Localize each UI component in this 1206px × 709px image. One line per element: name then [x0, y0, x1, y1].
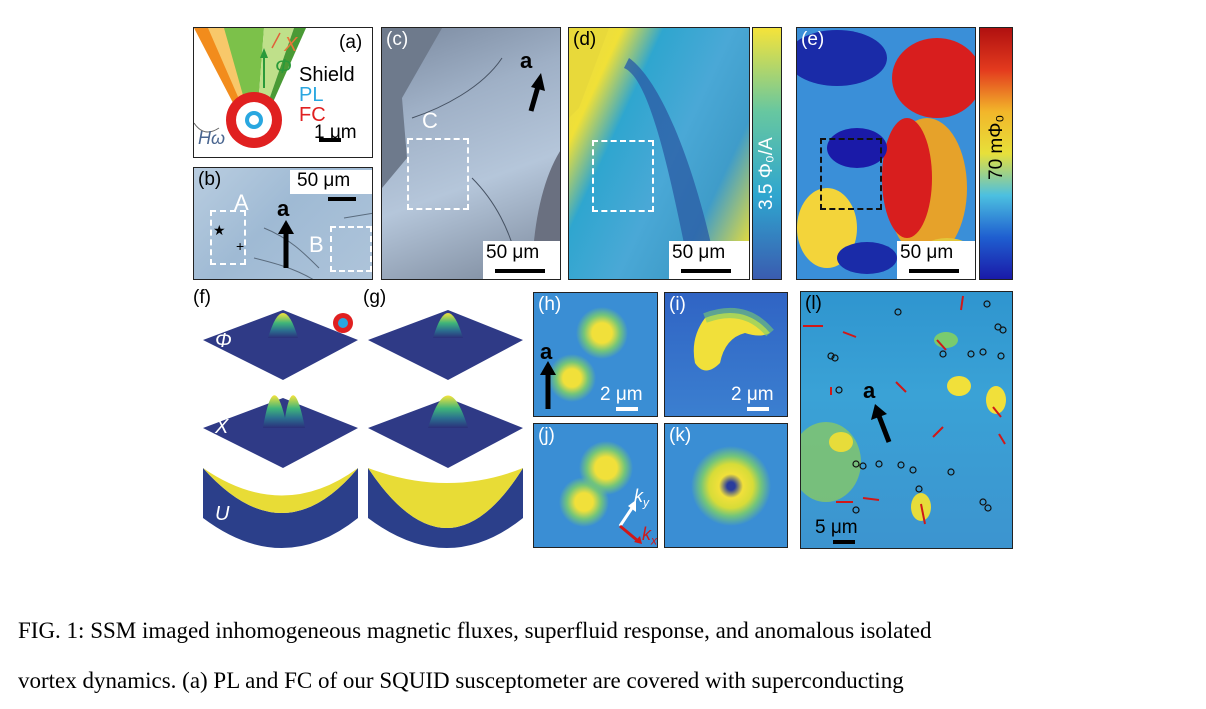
panel-c: (c) C a 50 μm: [381, 27, 561, 280]
region-c-label: C: [422, 108, 438, 133]
panel-a: (a) X Φ Shield PL FC Hω 1 μm: [193, 27, 373, 158]
panel-d-colorbar-label: 3.5 Φ₀/A: [756, 137, 777, 210]
star-marker: ★: [213, 222, 226, 238]
panel-e: (e) 50 μm: [796, 27, 976, 280]
panel-e-scale: 50 μm: [900, 242, 954, 263]
panel-c-label: (c): [386, 29, 409, 50]
panel-d-scale-bar: [681, 269, 731, 273]
panel-b-axis-label: a: [277, 196, 290, 221]
panel-e-scale-bar: [909, 269, 959, 273]
region-a-label: A: [234, 190, 249, 215]
panel-l: (l) a 5 μm: [800, 291, 1013, 549]
panel-i-label: (i): [669, 294, 686, 315]
panel-k: (k): [664, 423, 788, 548]
panel-f-surfaces: [203, 310, 358, 548]
panel-f: (f) Φ X U: [193, 288, 363, 550]
panel-d-texture: [569, 28, 719, 279]
h-omega-label: Hω: [198, 128, 226, 148]
phi-surface-label: Φ: [215, 330, 232, 352]
pl-label: PL: [299, 84, 324, 106]
panel-g-surfaces: [368, 310, 523, 548]
panel-e-colorbar: [979, 27, 1013, 280]
panel-d-region-box: [592, 140, 654, 212]
caption-line-1: FIG. 1: SSM imaged inhomogeneous magneti…: [18, 618, 932, 643]
region-b-label: B: [309, 232, 324, 257]
panel-h-axis-label: a: [540, 339, 553, 364]
panel-g: (g): [363, 288, 528, 550]
panel-h-scale-bar: [616, 407, 638, 411]
panel-i-texture: [693, 308, 774, 371]
fc-label: FC: [299, 104, 326, 126]
panel-c-arrow-icon: [528, 73, 545, 112]
panel-h-scale: 2 μm: [600, 384, 643, 405]
panel-l-axis-label: a: [863, 378, 876, 403]
panel-i: (i) 2 μm: [664, 292, 788, 417]
panel-d-label: (d): [573, 29, 597, 50]
k-axes-icon: [618, 500, 642, 544]
panel-a-scale: 1 μm: [314, 122, 357, 143]
panel-l-scale: 5 μm: [815, 517, 858, 538]
panel-e-colorbar-label: 70 mΦ₀: [986, 114, 1007, 180]
panel-j-label: (j): [538, 425, 555, 446]
panel-l-label: (l): [805, 293, 822, 314]
panel-e-label: (e): [801, 29, 825, 50]
panel-d: (d) 50 μm: [568, 27, 750, 280]
panel-l-arrow-icon: [871, 404, 892, 443]
panel-l-scale-bar: [833, 540, 855, 544]
panel-i-scale-bar: [747, 407, 769, 411]
u-surface-label: U: [215, 503, 230, 525]
panel-j: (j) ky kx: [533, 423, 658, 548]
phi-label: Φ: [275, 56, 292, 78]
panel-h-label: (h): [538, 294, 562, 315]
panel-l-texture: [801, 295, 1007, 525]
panel-b-arrow-icon: [278, 220, 294, 268]
panel-k-label: (k): [669, 425, 692, 446]
panel-c-scale: 50 μm: [486, 242, 540, 263]
region-c-box: [407, 138, 469, 210]
squid-schematic: [194, 28, 341, 148]
panel-g-label: (g): [363, 288, 387, 308]
panel-b-scale: 50 μm: [297, 170, 351, 191]
region-a-box: [210, 210, 246, 265]
panel-b-label: (b): [198, 169, 222, 190]
shield-label: Shield: [299, 64, 355, 86]
panel-f-label: (f): [193, 288, 211, 308]
x-label: X: [284, 34, 298, 56]
plus-marker: +: [236, 238, 245, 254]
panel-d-scale: 50 μm: [672, 242, 726, 263]
panel-c-axis-label: a: [520, 48, 533, 73]
panel-c-scale-bar: [495, 269, 545, 273]
panel-h-arrow-icon: [540, 361, 556, 409]
panel-i-scale: 2 μm: [731, 384, 774, 405]
chi-surface-label: X: [215, 416, 229, 438]
panel-b: (b) 50 μm A B ★ + a: [193, 167, 373, 280]
panel-e-region-box: [820, 138, 882, 210]
panel-h: (h) a 2 μm: [533, 292, 658, 417]
panel-d-colorbar: [752, 27, 782, 280]
panel-b-scale-bar: [328, 197, 356, 201]
caption-line-2: vortex dynamics. (a) PL and FC of our SQ…: [18, 668, 904, 693]
region-b-box: [330, 226, 372, 272]
kx-label: kx: [642, 524, 657, 548]
panel-a-label: (a): [339, 32, 363, 53]
figure-caption: FIG. 1: SSM imaged inhomogeneous magneti…: [18, 606, 1188, 706]
ky-label: ky: [634, 486, 649, 510]
